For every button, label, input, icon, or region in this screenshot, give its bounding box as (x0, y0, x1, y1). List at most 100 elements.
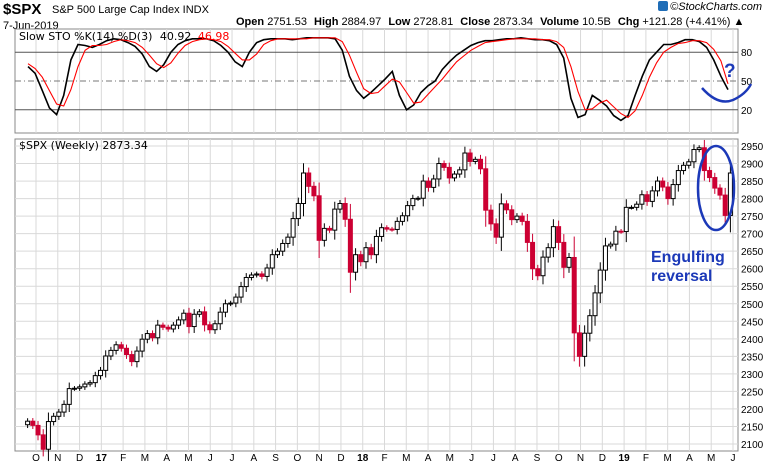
sto-legend: Slow STO %K(14) %D(3) 40.92 46.98 (19, 30, 229, 43)
x-tick-label: N (577, 453, 584, 464)
candle-body (462, 152, 468, 171)
candle-body (504, 203, 510, 211)
price-y-tick: 2250 (741, 387, 764, 398)
candle-body (77, 386, 83, 389)
candle-body (316, 195, 322, 241)
price-y-tick: 2700 (741, 230, 764, 241)
candle-body (269, 254, 275, 269)
candle-body (144, 333, 150, 340)
sto-d-value: 46.98 (198, 30, 230, 43)
x-tick-label: J (731, 453, 736, 464)
candle-body (550, 226, 556, 249)
candle-body (264, 267, 270, 277)
sto-k-value: 40.92 (160, 30, 192, 43)
high-value: 2884.97 (341, 16, 382, 28)
price-y-tick: 2600 (741, 265, 764, 276)
candle-body (113, 344, 119, 351)
annotation-question-mark: ? (724, 61, 736, 82)
candle-body (301, 172, 307, 205)
candle-body (342, 203, 348, 220)
candle-body (165, 326, 171, 330)
candle-body (530, 241, 536, 270)
candle-body (160, 324, 166, 328)
candle-body (202, 311, 208, 326)
candle-body (170, 324, 176, 330)
candle-body (124, 347, 130, 356)
candle-body (353, 254, 359, 273)
open-label: Open (236, 16, 265, 28)
x-tick-label: M (141, 453, 149, 464)
x-tick-label: S (272, 453, 279, 464)
candle-body (87, 382, 93, 385)
candle-body (118, 344, 124, 349)
candle-body (545, 247, 551, 258)
price-y-axis: 2100 2150 2200 2250 2300 2350 2400 2450 2500 2550… (741, 142, 764, 451)
candle-body (478, 158, 484, 170)
candle-body (186, 312, 192, 328)
candle-body (587, 315, 593, 334)
candle-body (45, 421, 51, 450)
price-y-tick: 2650 (741, 247, 764, 258)
sto-y-tick: 50 (741, 77, 753, 88)
price-y-tick: 2100 (741, 440, 764, 451)
candle-body (576, 332, 582, 357)
x-tick-label: O (293, 453, 301, 464)
candle-body (108, 349, 114, 357)
sto-y-tick: 20 (741, 106, 753, 117)
x-tick-label: A (686, 453, 693, 464)
candle-body (644, 194, 650, 202)
candle-body (181, 312, 187, 321)
brand-label: ©StockCharts.com (670, 1, 762, 13)
price-y-tick: 2850 (741, 177, 764, 188)
x-tick-label: J (208, 453, 213, 464)
annotation-engulfing: Engulfing (651, 249, 725, 266)
volume-value: 10.5B (582, 16, 611, 28)
price-y-tick: 2800 (741, 195, 764, 206)
price-y-tick: 2900 (741, 160, 764, 171)
candle-body (623, 206, 629, 233)
candle-body (540, 256, 546, 277)
candle-body (40, 434, 46, 450)
candle-body (290, 218, 296, 238)
candle-body (670, 184, 676, 200)
candles (25, 139, 733, 462)
candle-body (30, 420, 36, 426)
open-value: 2751.53 (267, 16, 307, 28)
candle-body (571, 256, 577, 334)
candle-body (514, 215, 520, 221)
price-frame (14, 138, 739, 452)
candle-body (613, 230, 619, 245)
stockcharts-logo[interactable]: ©StockCharts.com (658, 1, 762, 13)
candle-body (660, 180, 666, 188)
symbol-title: $SPX (3, 1, 42, 18)
annotation-curve (701, 83, 753, 103)
close-value: 2873.34 (493, 16, 534, 28)
price-y-tick: 2500 (741, 300, 764, 311)
candle-body (71, 387, 77, 390)
x-tick-label: 19 (619, 453, 631, 464)
x-tick-label: F (381, 453, 387, 464)
candle-body (618, 230, 624, 233)
x-tick-label: N (316, 453, 323, 464)
candle-body (212, 323, 218, 331)
quote-bar: Open 2751.53 High 2884.97 Low 2728.81 Cl… (236, 16, 748, 28)
candle-body (472, 158, 478, 162)
candle-body (686, 161, 692, 166)
candle-body (368, 247, 374, 256)
up-arrow-icon: ▲ (733, 16, 745, 28)
low-value: 2728.81 (413, 16, 454, 28)
candle-body (420, 180, 426, 199)
candle-body (347, 218, 353, 273)
candle-body (243, 276, 249, 288)
close-label: Close (460, 16, 491, 28)
price-y-tick: 2400 (741, 335, 764, 346)
candle-body (238, 286, 244, 298)
candle-body (274, 250, 280, 256)
candle-body (82, 383, 88, 388)
candle-body (498, 203, 504, 238)
price-y-tick: 2450 (741, 317, 764, 328)
candle-body (457, 169, 463, 175)
x-tick-label: A (163, 453, 170, 464)
x-tick-label: 17 (96, 453, 108, 464)
